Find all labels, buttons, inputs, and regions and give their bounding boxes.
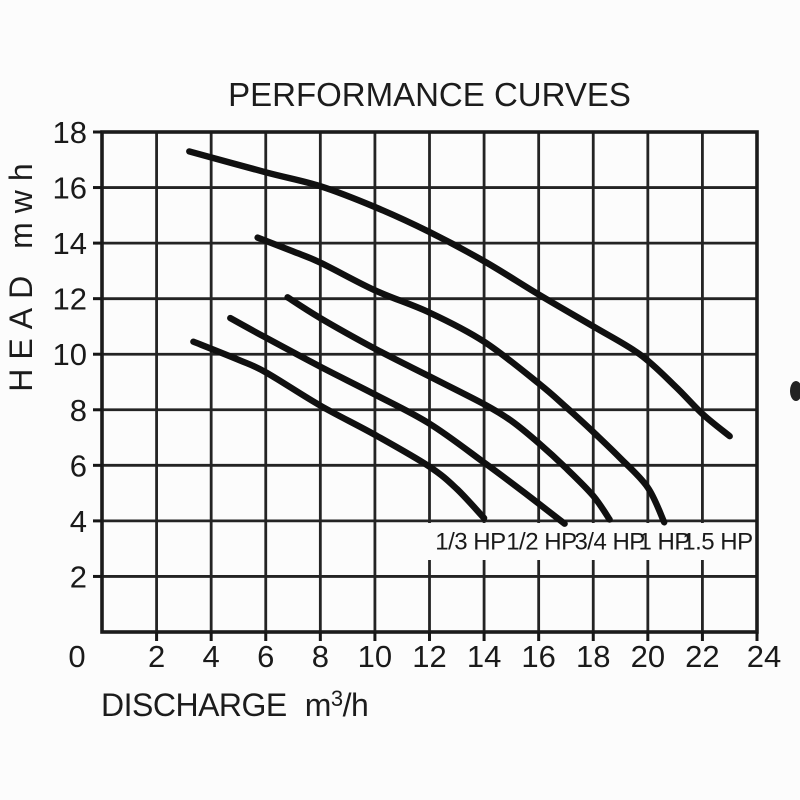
y-tick-label: 14: [53, 226, 87, 261]
curve-1.5-hp: [186, 148, 733, 440]
curve-label-backdrop: [424, 523, 755, 560]
chart-title: PERFORMANCE CURVES: [228, 76, 631, 113]
x-tick-label: 0: [68, 639, 85, 674]
x-tick-label: 10: [358, 639, 392, 674]
x-tick-label: 24: [747, 639, 781, 674]
x-tick-label: 20: [631, 639, 665, 674]
edge-artifact-mark: [790, 381, 800, 401]
x-tick-label: 8: [312, 639, 329, 674]
x-axis-unit-base: m: [304, 687, 332, 723]
y-tick-label: 4: [70, 504, 87, 539]
curve-1-2-hp: [227, 314, 568, 527]
y-tick-label: 6: [70, 448, 87, 483]
y-tick-label: 16: [53, 171, 87, 206]
y-tick-label: 2: [70, 559, 87, 594]
curve-1-hp: [254, 234, 668, 526]
x-tick-label: 16: [521, 639, 555, 674]
x-axis-title-text: DISCHARGE: [101, 687, 287, 723]
x-tick-label: 2: [148, 639, 165, 674]
curve-label: 3/4 HP: [574, 528, 644, 555]
curve-3-4-hp: [284, 294, 613, 523]
x-tick-label: 22: [685, 639, 719, 674]
curve-label: 1/2 HP: [506, 528, 576, 555]
x-tick-label: 18: [576, 639, 610, 674]
x-axis-unit-rest: /h: [342, 687, 369, 723]
y-tick-label: 18: [53, 115, 87, 150]
curve-label: 1 HP: [639, 528, 690, 555]
y-tick-label: 8: [70, 393, 87, 428]
x-axis-title: DISCHARGE m3/h: [101, 686, 369, 724]
x-tick-label: 6: [257, 639, 274, 674]
curve-label: 1/3 HP: [435, 528, 505, 555]
y-tick-label: 12: [53, 282, 87, 317]
x-axis-unit-superscript: 3: [330, 686, 343, 711]
x-tick-label: 14: [467, 639, 501, 674]
curve-label: 1.5 HP: [682, 528, 752, 555]
x-tick-label: 12: [412, 639, 446, 674]
y-tick-label: 10: [53, 337, 87, 372]
x-tick-label: 4: [203, 639, 220, 674]
curve-1-3-hp: [190, 338, 488, 522]
